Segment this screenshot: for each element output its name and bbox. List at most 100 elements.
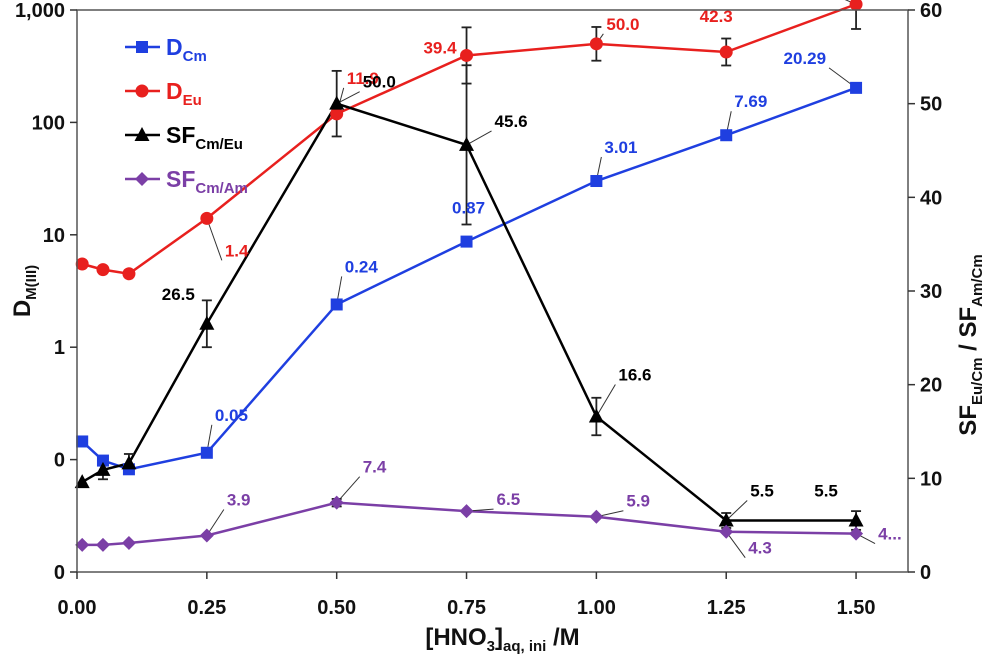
marker-diamond xyxy=(75,537,90,552)
marker-square xyxy=(330,298,343,311)
data-label-SF_Cm_Eu: 45.6 xyxy=(495,112,528,131)
marker-triangle xyxy=(588,408,604,423)
right-tick-label: 0 xyxy=(920,562,931,584)
x-tick-label: 0.25 xyxy=(187,597,226,619)
legend-item: SFCm/Eu xyxy=(125,122,243,153)
label-leader xyxy=(595,384,616,417)
marker-triangle xyxy=(134,127,150,141)
label-leader xyxy=(844,0,857,5)
marker-diamond xyxy=(121,535,136,550)
left-tick-label: 100 xyxy=(32,112,65,134)
marker-square xyxy=(720,129,733,142)
marker-circle xyxy=(96,263,110,277)
data-label-SF_Cm_Am: 3.9 xyxy=(227,490,251,509)
label-leader xyxy=(725,531,746,559)
legend-label: DCm xyxy=(166,34,207,65)
data-labels: 0.05 0.24 0.87 3.01 7.69 20.29 1.4 11.9 39.4 50.0… xyxy=(162,7,902,558)
data-label-D_Eu: 39.4 xyxy=(423,38,457,57)
marker-triangle xyxy=(121,455,137,470)
data-label-D_Cm: 0.24 xyxy=(345,257,379,276)
marker-square xyxy=(76,435,89,448)
marker-triangle xyxy=(329,95,345,110)
right-tick-label: 60 xyxy=(920,0,942,22)
data-label-D_Cm: 7.69 xyxy=(734,92,767,111)
marker-square xyxy=(96,454,109,467)
data-label-D_Cm: 20.29 xyxy=(784,49,827,68)
marker-diamond xyxy=(459,504,474,519)
legend-label: SFCm/Eu xyxy=(166,122,243,153)
marker-circle xyxy=(200,211,214,225)
data-label-D_Eu: 42.3 xyxy=(700,7,733,26)
marker-triangle xyxy=(718,512,734,527)
left-tick-label: 1,000 xyxy=(15,0,65,22)
data-label-SF_Cm_Eu: 26.5 xyxy=(162,285,195,304)
legend-label: SFCm/Am xyxy=(166,166,248,197)
marker-circle xyxy=(75,257,89,271)
marker-diamond xyxy=(199,528,214,543)
label-leader xyxy=(466,130,492,146)
marker-diamond xyxy=(849,526,864,541)
marker-circle xyxy=(460,48,474,62)
data-label-D_Cm: 3.01 xyxy=(604,138,637,157)
x-tick-label: 0.50 xyxy=(317,597,356,619)
marker-diamond xyxy=(589,509,604,524)
right-tick-label: 40 xyxy=(920,187,942,209)
marker-diamond xyxy=(95,537,110,552)
data-label-SF_Cm_Am: 6.5 xyxy=(497,490,521,509)
left-tick-label: 10 xyxy=(43,225,65,247)
left-tick-label: 0 xyxy=(54,450,65,472)
marker-square xyxy=(200,446,213,459)
marker-square xyxy=(590,175,603,188)
x-tick-label: 1.25 xyxy=(707,597,746,619)
marker-diamond xyxy=(719,524,734,539)
marker-circle xyxy=(849,0,863,11)
data-label-D_Eu: 11.9 xyxy=(347,69,379,88)
marker-square xyxy=(136,41,148,53)
x-axis-title: [HNO3]aq, ini /M xyxy=(425,624,579,655)
data-label-SF_Cm_Am: 7.4 xyxy=(363,458,387,477)
axes: 0 0 1 10 100 1,000 0 10 20 30 40 50 60 0.00 0.25 0.50 0.… xyxy=(9,0,986,655)
right-axis-title: SFEu/Cm / SFAm/Cm xyxy=(955,254,986,435)
marker-triangle xyxy=(95,461,111,476)
marker-circle xyxy=(122,267,136,281)
legend-item: DEu xyxy=(125,78,202,109)
right-tick-label: 10 xyxy=(920,468,942,490)
left-tick-label: 0 xyxy=(54,562,65,584)
data-label-D_Cm: 0.05 xyxy=(215,406,248,425)
x-tick-label: 1.00 xyxy=(577,597,616,619)
data-label-SF_Cm_Eu: 5.5 xyxy=(750,481,774,500)
data-label-SF_Cm_Am: 4... xyxy=(878,525,902,544)
label-leader xyxy=(206,509,225,536)
legend: DCm DEu SFCm/Eu SFCm/Am xyxy=(125,34,248,197)
right-tick-label: 30 xyxy=(920,281,942,303)
left-axis-title: DM(III) xyxy=(9,265,40,317)
legend-item: SFCm/Am xyxy=(125,166,248,197)
marker-circle xyxy=(719,45,733,59)
marker-triangle xyxy=(848,512,864,527)
marker-diamond xyxy=(329,495,344,510)
marker-circle xyxy=(330,107,344,121)
x-tick-label: 0.00 xyxy=(58,597,97,619)
marker-triangle xyxy=(199,315,215,330)
x-tick-label: 1.50 xyxy=(837,597,876,619)
label-leader xyxy=(336,91,360,105)
right-tick-label: 20 xyxy=(920,375,942,397)
marker-square xyxy=(850,81,863,94)
data-label-SF_Cm_Eu: 16.6 xyxy=(618,366,651,385)
data-label-D_Eu: 50.0 xyxy=(606,15,639,34)
data-label-SF_Cm_Eu: 50.0 xyxy=(363,73,396,92)
markers xyxy=(74,0,864,552)
right-tick-label: 50 xyxy=(920,94,942,116)
legend-label: DEu xyxy=(166,78,202,109)
x-tick-label: 0.75 xyxy=(447,597,486,619)
label-leader xyxy=(206,218,223,261)
marker-triangle xyxy=(74,474,90,489)
marker-circle xyxy=(135,84,149,98)
data-label-SF_Cm_Am: 5.9 xyxy=(626,492,650,511)
data-label-SF_Cm_Eu: 5.5 xyxy=(814,481,838,500)
data-label-D_Eu: 1.4 xyxy=(225,241,249,260)
left-tick-label: 1 xyxy=(54,337,65,359)
label-leader xyxy=(725,500,748,521)
marker-square xyxy=(460,235,473,248)
